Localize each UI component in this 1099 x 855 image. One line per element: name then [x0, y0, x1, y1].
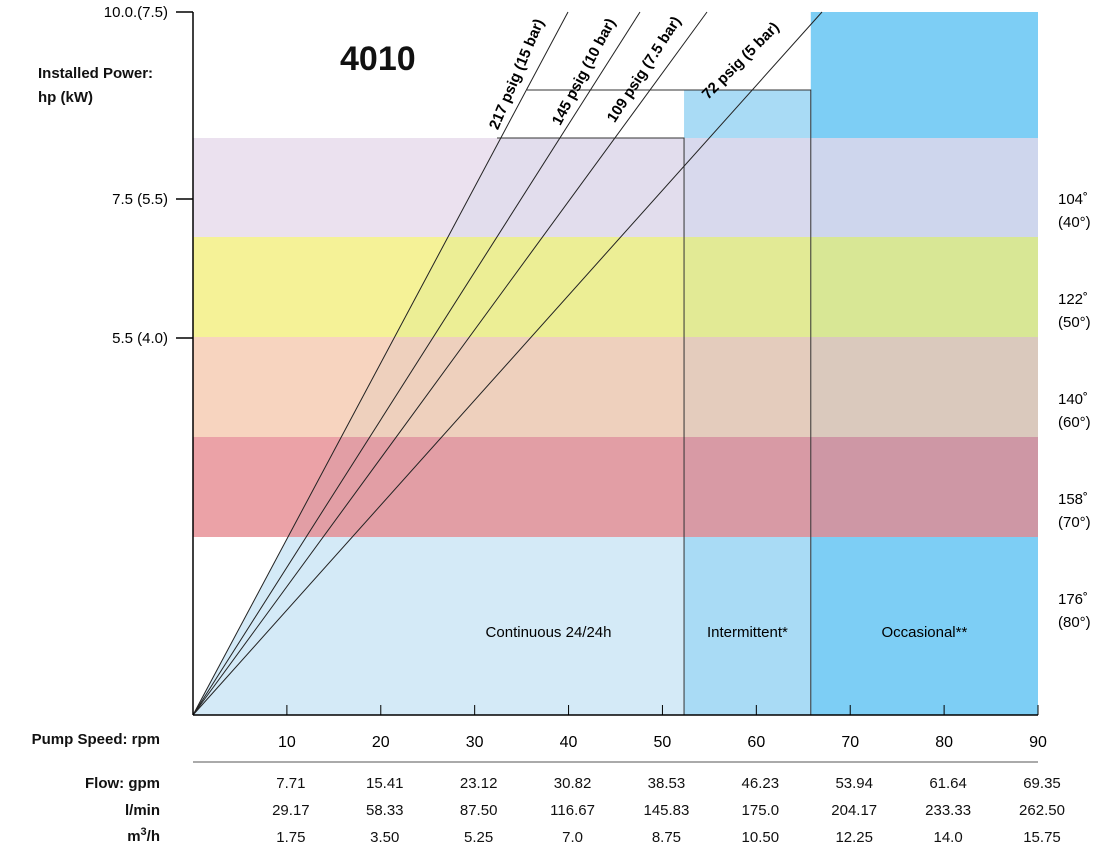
temp-band-3 — [193, 437, 1038, 537]
table-cell: 30.82 — [553, 775, 592, 792]
table-cell: 116.67 — [550, 802, 595, 819]
table-cell: 53.94 — [835, 775, 873, 792]
temp-label-f-1: 122˚ — [1058, 291, 1088, 308]
table-cell: 87.50 — [459, 802, 498, 819]
temp-label-c-4: (80°) — [1058, 614, 1091, 631]
table-cell: 3.50 — [370, 829, 400, 846]
y-axis-label: Installed Power: hp (kW) — [38, 65, 154, 106]
temp-band-0 — [193, 138, 1038, 237]
y-tick-label-1: 7.5 (5.5) — [112, 191, 168, 208]
temp-label-c-2: (60°) — [1058, 414, 1091, 431]
table-cell: 233.33 — [925, 802, 972, 819]
pressure-line-3 — [192, 11, 823, 716]
table-cell: 1.75 — [276, 829, 306, 846]
temp-band-2 — [193, 337, 1038, 437]
table-cell: 145.83 — [643, 802, 690, 819]
intermittent-boundary — [527, 89, 812, 715]
y-tick-label-2: 5.5 (4.0) — [112, 330, 168, 347]
x-tick-label-1: 20 — [372, 734, 390, 751]
m3h-label: m3/h — [127, 826, 160, 845]
table-cell: 61.64 — [929, 775, 967, 792]
lmin-label: l/min — [124, 802, 160, 819]
table-cell: 7.0 — [562, 829, 583, 846]
table-cell: 8.75 — [651, 829, 682, 846]
x-tick-label-7: 80 — [935, 734, 953, 751]
temp-label-f-2: 140˚ — [1058, 391, 1088, 408]
temp-band-1 — [193, 237, 1038, 337]
table-cell: 29.17 — [272, 802, 310, 819]
table-cell: 10.50 — [741, 829, 780, 846]
pressure-line-1 — [192, 11, 641, 716]
x-axis-label: Pump Speed: rpm — [31, 731, 160, 748]
zone-label-1: Intermittent* — [707, 624, 788, 641]
x-tick-label-8: 90 — [1029, 734, 1047, 751]
pressure-line-2 — [192, 11, 708, 716]
pressure-line-0 — [192, 11, 569, 716]
x-tick-label-2: 30 — [466, 734, 484, 751]
table-cell: 46.23 — [741, 775, 780, 792]
x-tick-label-6: 70 — [841, 734, 859, 751]
x-tick-label-5: 60 — [747, 734, 765, 751]
chart-title: 4010 — [340, 40, 416, 78]
table-cell: 5.25 — [464, 829, 494, 846]
temp-label-c-0: (40°) — [1058, 214, 1091, 231]
table-cell: 204.17 — [831, 802, 878, 819]
y-tick-label-0: 10.0.(7.5) — [104, 4, 168, 21]
zone-label-0: Continuous 24/24h — [486, 624, 612, 641]
x-tick-label-0: 10 — [278, 734, 296, 751]
table-cell: 14.0 — [933, 829, 963, 846]
x-tick-label-4: 50 — [654, 734, 672, 751]
table-cell: 38.53 — [647, 775, 686, 792]
table-cell: 7.71 — [276, 775, 306, 792]
table-cell: 12.25 — [835, 829, 873, 846]
temp-label-c-3: (70°) — [1058, 514, 1091, 531]
table-cell: 262.50 — [1019, 802, 1065, 819]
temp-label-c-1: (50°) — [1058, 314, 1091, 331]
temp-label-f-0: 104˚ — [1058, 191, 1088, 208]
table-cell: 23.12 — [459, 775, 498, 792]
temp-label-f-3: 158˚ — [1058, 491, 1088, 508]
table-cell: 69.35 — [1023, 775, 1061, 792]
zone-label-2: Occasional** — [881, 624, 967, 641]
table-cell: 58.33 — [365, 802, 404, 819]
table-cell: 175.0 — [741, 802, 780, 819]
x-tick-label-3: 40 — [560, 734, 578, 751]
table-cell: 15.75 — [1023, 829, 1061, 846]
table-cell: 15.41 — [365, 775, 404, 792]
pressure-label-2: 109 psig (7.5 bar) — [604, 14, 685, 126]
flow-gpm-label: Flow: gpm — [85, 775, 160, 792]
temp-label-f-4: 176˚ — [1058, 591, 1088, 608]
